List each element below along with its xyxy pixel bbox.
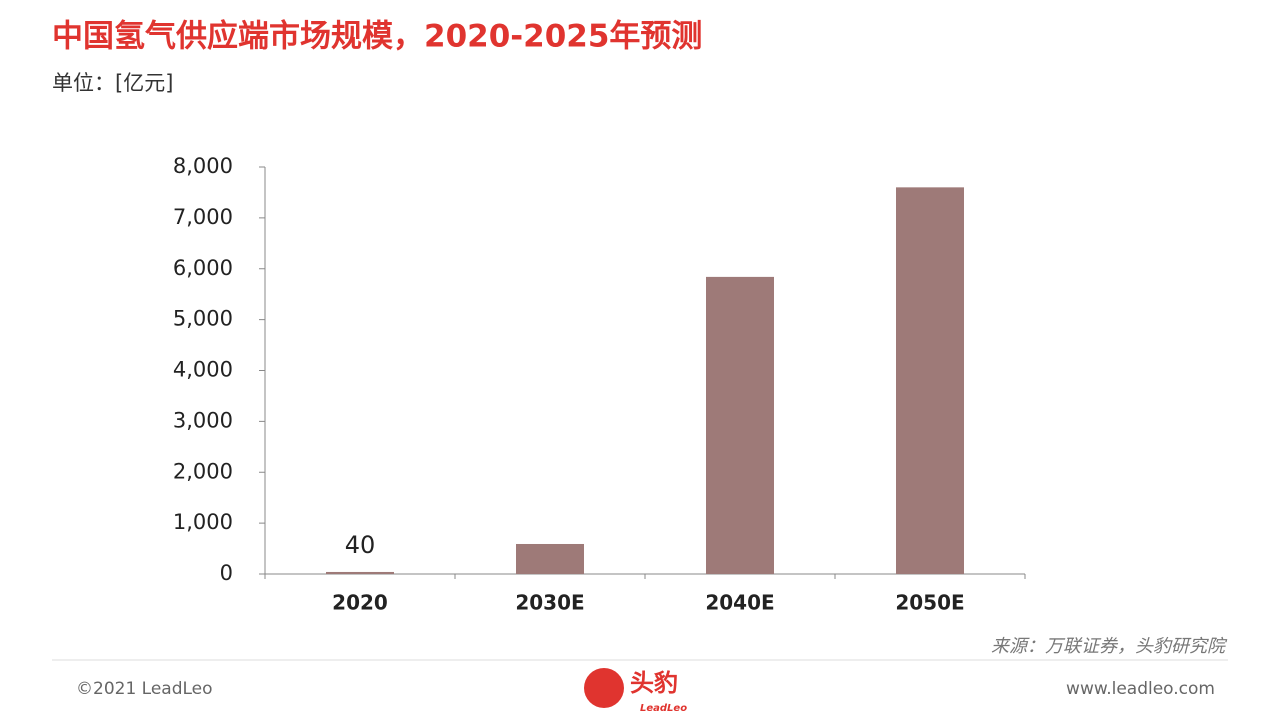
x-tick-label: 2030E: [515, 591, 584, 615]
y-tick-label: 8,000: [173, 154, 233, 178]
bar: [516, 543, 584, 574]
x-tick-label: 2050E: [895, 591, 964, 615]
y-tick-label: 2,000: [173, 459, 233, 483]
source: 来源：万联证券，头豹研究院: [991, 636, 1228, 657]
bar: [706, 276, 774, 574]
website: www.leadleo.com: [1066, 679, 1215, 699]
y-tick-label: 7,000: [173, 205, 233, 229]
y-tick-label: 6,000: [173, 256, 233, 280]
y-tick-label: 4,000: [173, 358, 233, 382]
y-tick-label: 0: [220, 561, 233, 585]
y-tick-label: 5,000: [173, 307, 233, 331]
bar: [326, 571, 394, 574]
x-tick-label: 2020: [332, 591, 388, 615]
y-tick-label: 3,000: [173, 408, 233, 432]
logo-text: 头豹: [630, 669, 678, 697]
y-tick-label: 1,000: [173, 510, 233, 534]
chart-title: 中国氢气供应端市场规模，2020-2025年预测: [52, 19, 702, 55]
logo-sub: LeadLeo: [640, 703, 687, 714]
x-tick-label: 2040E: [705, 591, 774, 615]
subtitle: 单位：[亿元]: [52, 71, 173, 95]
bar: [896, 187, 964, 574]
value-label: 40: [345, 531, 376, 559]
copyright: ©2021 LeadLeo: [76, 679, 213, 699]
logo-icon: [584, 668, 624, 708]
